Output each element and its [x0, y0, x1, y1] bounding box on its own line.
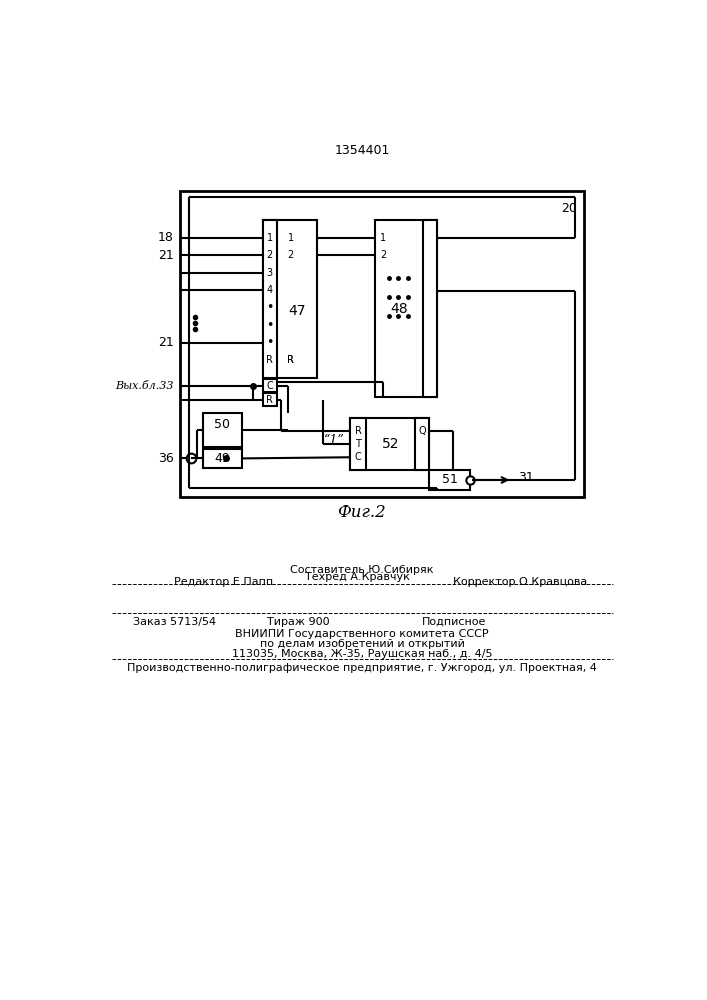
Bar	[180, 191, 585, 497]
Text: “1”: “1”	[323, 434, 344, 447]
Bar	[203, 413, 242, 447]
Bar	[263, 220, 276, 378]
Text: 21: 21	[158, 336, 174, 349]
Text: C: C	[355, 452, 361, 462]
Bar	[351, 418, 429, 470]
Text: Фиг.2: Фиг.2	[337, 504, 386, 521]
Text: 47: 47	[288, 304, 305, 318]
Text: Подписное: Подписное	[421, 617, 486, 627]
Bar	[263, 393, 276, 406]
Bar	[203, 449, 242, 468]
Text: 31: 31	[518, 471, 534, 484]
Text: 49: 49	[215, 452, 230, 465]
Text: Редактор Е.Папп: Редактор Е.Папп	[174, 577, 273, 587]
Bar	[423, 220, 437, 397]
Text: 18: 18	[158, 231, 174, 244]
Text: 2: 2	[288, 250, 294, 260]
Text: Составитель Ю.Сибиряк: Составитель Ю.Сибиряк	[290, 565, 433, 575]
Text: Вых.бл.33: Вых.бл.33	[115, 381, 174, 391]
Text: •: •	[266, 301, 274, 314]
Text: ВНИИПИ Государственного комитета СССР: ВНИИПИ Государственного комитета СССР	[235, 629, 489, 639]
Text: R: R	[287, 355, 294, 365]
Text: Заказ 5713/54: Заказ 5713/54	[132, 617, 216, 627]
Text: 51: 51	[442, 473, 457, 486]
Text: •: •	[266, 319, 274, 332]
Text: 1354401: 1354401	[334, 144, 390, 157]
Bar	[375, 220, 437, 397]
Text: 20: 20	[561, 202, 577, 215]
Text: 50: 50	[214, 418, 230, 431]
Text: R: R	[267, 395, 273, 405]
Bar	[429, 470, 469, 490]
Text: R: R	[287, 355, 294, 365]
Text: 21: 21	[158, 249, 174, 262]
Text: Тираж 900: Тираж 900	[267, 617, 329, 627]
Text: Техред А.Кравчук: Техред А.Кравчук	[305, 572, 410, 582]
Text: 48: 48	[390, 302, 408, 316]
Text: Корректор О.Кравцова: Корректор О.Кравцова	[452, 577, 587, 587]
Text: 1: 1	[267, 233, 273, 243]
Bar	[263, 379, 276, 392]
Text: R: R	[267, 355, 273, 365]
Bar	[351, 418, 366, 470]
Text: 36: 36	[158, 452, 174, 465]
Text: 2: 2	[380, 250, 386, 260]
Bar	[416, 418, 429, 470]
Text: 113035, Москва, Ж-35, Раушская наб., д. 4/5: 113035, Москва, Ж-35, Раушская наб., д. …	[232, 649, 492, 659]
Text: •: •	[266, 336, 274, 349]
Bar	[263, 220, 317, 378]
Text: 3: 3	[267, 268, 273, 278]
Text: C: C	[267, 381, 273, 391]
Text: по делам изобретений и открытий: по делам изобретений и открытий	[259, 639, 464, 649]
Text: 4: 4	[267, 285, 273, 295]
Text: 2: 2	[267, 250, 273, 260]
Text: 1: 1	[288, 233, 293, 243]
Text: Q: Q	[419, 426, 426, 436]
Text: Производственно-полиграфическое предприятие, г. Ужгород, ул. Проектная, 4: Производственно-полиграфическое предприя…	[127, 663, 597, 673]
Text: T: T	[355, 439, 361, 449]
Text: 1: 1	[380, 233, 386, 243]
Text: R: R	[355, 426, 361, 436]
Text: 52: 52	[382, 437, 399, 451]
